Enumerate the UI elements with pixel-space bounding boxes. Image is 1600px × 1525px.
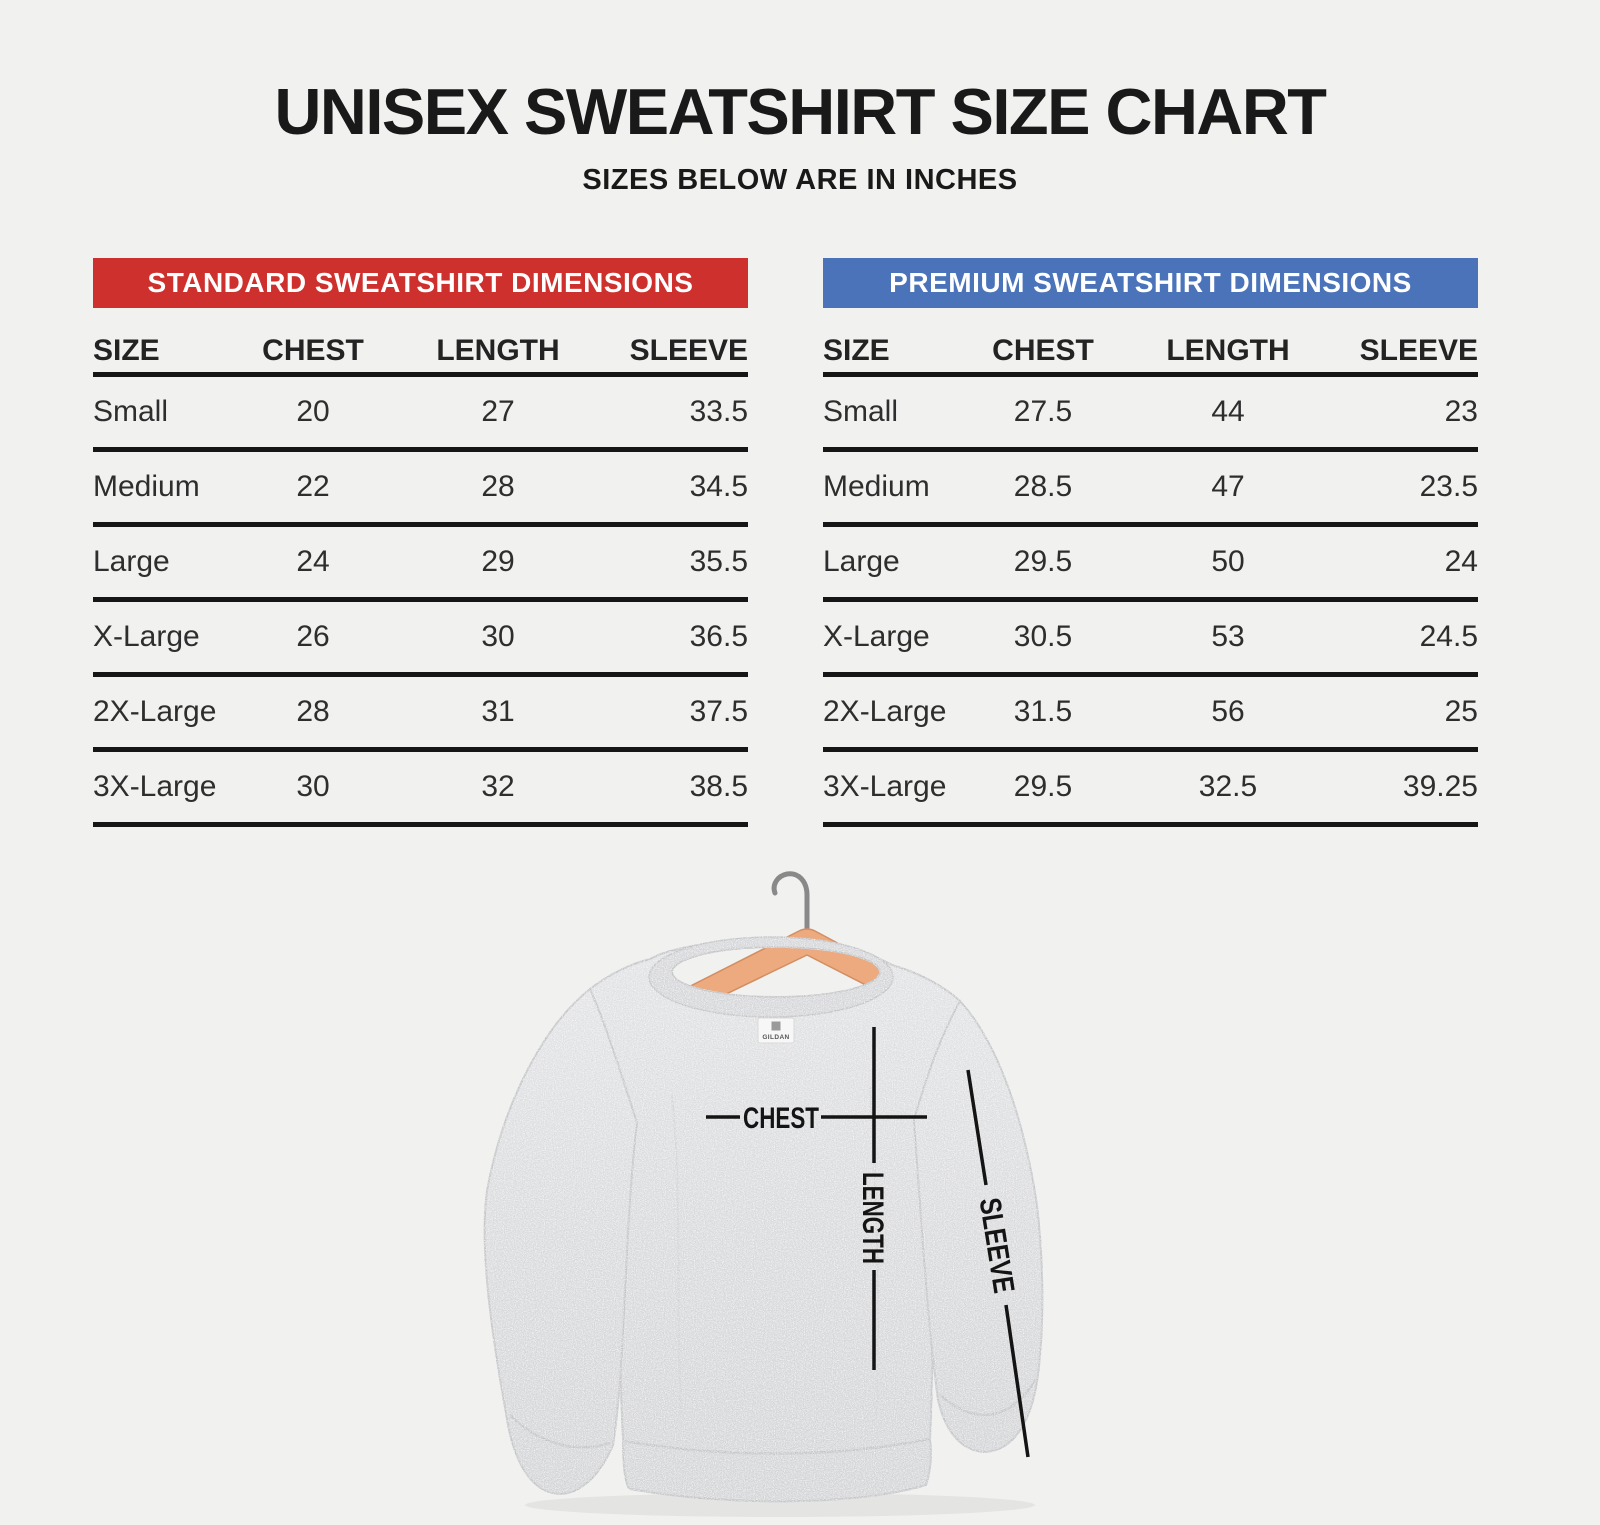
length-label: LENGTH (856, 1172, 889, 1264)
premium-table-header-band: PREMIUM SWEATSHIRT DIMENSIONS (823, 258, 1478, 308)
table-row: X-Large 30.5 53 24.5 (823, 602, 1478, 677)
shirt-left-sleeve (483, 987, 639, 1496)
cell-chest: 24 (296, 545, 330, 578)
cell-length: 50 (1211, 545, 1245, 578)
table-row: 3X-Large 29.5 32.5 39.25 (823, 752, 1478, 827)
cell-length: 30 (481, 620, 515, 653)
table-row: Large 29.5 50 24 (823, 527, 1478, 602)
standard-size-table: STANDARD SWEATSHIRT DIMENSIONS SIZE CHES… (93, 258, 748, 827)
cell-size: 2X-Large (823, 695, 947, 728)
column-header-chest: CHEST (992, 334, 1094, 367)
cell-chest: 28.5 (1013, 470, 1073, 503)
column-header-sleeve: SLEEVE (629, 334, 748, 367)
cell-chest: 31.5 (1013, 695, 1073, 728)
shirt-collar (648, 936, 894, 1018)
cell-size: Medium (93, 470, 200, 503)
premium-size-table: PREMIUM SWEATSHIRT DIMENSIONS SIZE CHEST… (823, 258, 1478, 827)
table-row: 2X-Large 28 31 37.5 (93, 677, 748, 752)
column-header-chest: CHEST (262, 334, 364, 367)
cell-sleeve: 33.5 (689, 395, 748, 428)
brand-tag-text: GILDAN (762, 1034, 789, 1041)
cell-sleeve: 34.5 (689, 470, 748, 503)
cell-length: 31 (481, 695, 515, 728)
cell-length: 44 (1211, 395, 1245, 428)
table-row: X-Large 26 30 36.5 (93, 602, 748, 677)
sleeve-line (1004, 1304, 1030, 1458)
cell-size: Medium (823, 470, 930, 503)
measurement-lines (706, 1027, 1030, 1458)
cell-length: 32.5 (1198, 770, 1258, 803)
column-header-size: SIZE (93, 334, 160, 367)
hanger-hook-icon (771, 871, 810, 938)
standard-table-title: STANDARD SWEATSHIRT DIMENSIONS (147, 267, 694, 298)
cell-chest: 30.5 (1013, 620, 1073, 653)
cell-size: Small (823, 395, 899, 428)
column-header-sleeve: SLEEVE (1359, 334, 1478, 367)
premium-table-title: PREMIUM SWEATSHIRT DIMENSIONS (889, 267, 1412, 298)
brand-tag: GILDAN (757, 1017, 795, 1044)
cell-size: 3X-Large (93, 770, 217, 803)
cell-size: 2X-Large (93, 695, 217, 728)
sweatshirt-illustration: GILDAN CHEST LENGTH SLEEVE (483, 871, 1044, 1517)
cell-size: Large (93, 545, 170, 578)
standard-column-headers: SIZE CHEST LENGTH SLEEVE (93, 308, 748, 377)
brand-logo-icon (771, 1021, 781, 1031)
cell-size: Large (823, 545, 900, 578)
standard-table-header-band: STANDARD SWEATSHIRT DIMENSIONS (93, 258, 748, 308)
sleeve-line (966, 1069, 988, 1186)
cell-sleeve: 35.5 (689, 545, 748, 578)
shirt-fold (671, 1094, 682, 1416)
column-header-length: LENGTH (1166, 334, 1290, 367)
table-row: Medium 28.5 47 23.5 (823, 452, 1478, 527)
table-row: Medium 22 28 34.5 (93, 452, 748, 527)
cell-chest: 30 (296, 770, 330, 803)
cell-length: 32 (481, 770, 515, 803)
cell-sleeve: 23.5 (1419, 470, 1478, 503)
column-header-size: SIZE (823, 334, 890, 367)
cell-chest: 29.5 (1013, 770, 1073, 803)
shirt-hem-seam (623, 1437, 930, 1455)
chest-label: CHEST (743, 1102, 819, 1135)
shirt-shadow (525, 1493, 1035, 1517)
cell-chest: 29.5 (1013, 545, 1073, 578)
cell-sleeve: 23 (1444, 395, 1478, 428)
table-row: 2X-Large 31.5 56 25 (823, 677, 1478, 752)
cell-length: 27 (481, 395, 515, 428)
cell-chest: 27.5 (1013, 395, 1073, 428)
cell-length: 53 (1211, 620, 1245, 653)
cell-size: X-Large (93, 620, 200, 653)
cell-length: 47 (1211, 470, 1245, 503)
premium-column-headers: SIZE CHEST LENGTH SLEEVE (823, 308, 1478, 377)
cell-size: Small (93, 395, 169, 428)
column-header-length: LENGTH (436, 334, 560, 367)
table-row: Small 20 27 33.5 (93, 377, 748, 452)
cell-chest: 28 (296, 695, 330, 728)
table-row: Small 27.5 44 23 (823, 377, 1478, 452)
cell-chest: 22 (296, 470, 330, 503)
page-subtitle: SIZES BELOW ARE IN INCHES (582, 164, 1018, 196)
cell-sleeve: 37.5 (689, 695, 748, 728)
shirt-left-cuff-seam (509, 1414, 611, 1449)
cell-size: 3X-Large (823, 770, 947, 803)
cell-sleeve: 24.5 (1419, 620, 1478, 653)
cell-sleeve: 36.5 (689, 620, 748, 653)
table-row: Large 24 29 35.5 (93, 527, 748, 602)
cell-length: 28 (481, 470, 515, 503)
page-title: UNISEX SWEATSHIRT SIZE CHART (274, 75, 1327, 148)
cell-sleeve: 24 (1444, 545, 1478, 578)
cell-length: 56 (1211, 695, 1245, 728)
cell-sleeve: 25 (1444, 695, 1478, 728)
cell-chest: 20 (296, 395, 330, 428)
cell-chest: 26 (296, 620, 330, 653)
shirt-right-cuff-seam (939, 1378, 1038, 1416)
cell-sleeve: 38.5 (689, 770, 748, 803)
cell-length: 29 (481, 545, 515, 578)
cell-size: X-Large (823, 620, 930, 653)
cell-sleeve: 39.25 (1402, 770, 1478, 803)
table-row: 3X-Large 30 32 38.5 (93, 752, 748, 827)
